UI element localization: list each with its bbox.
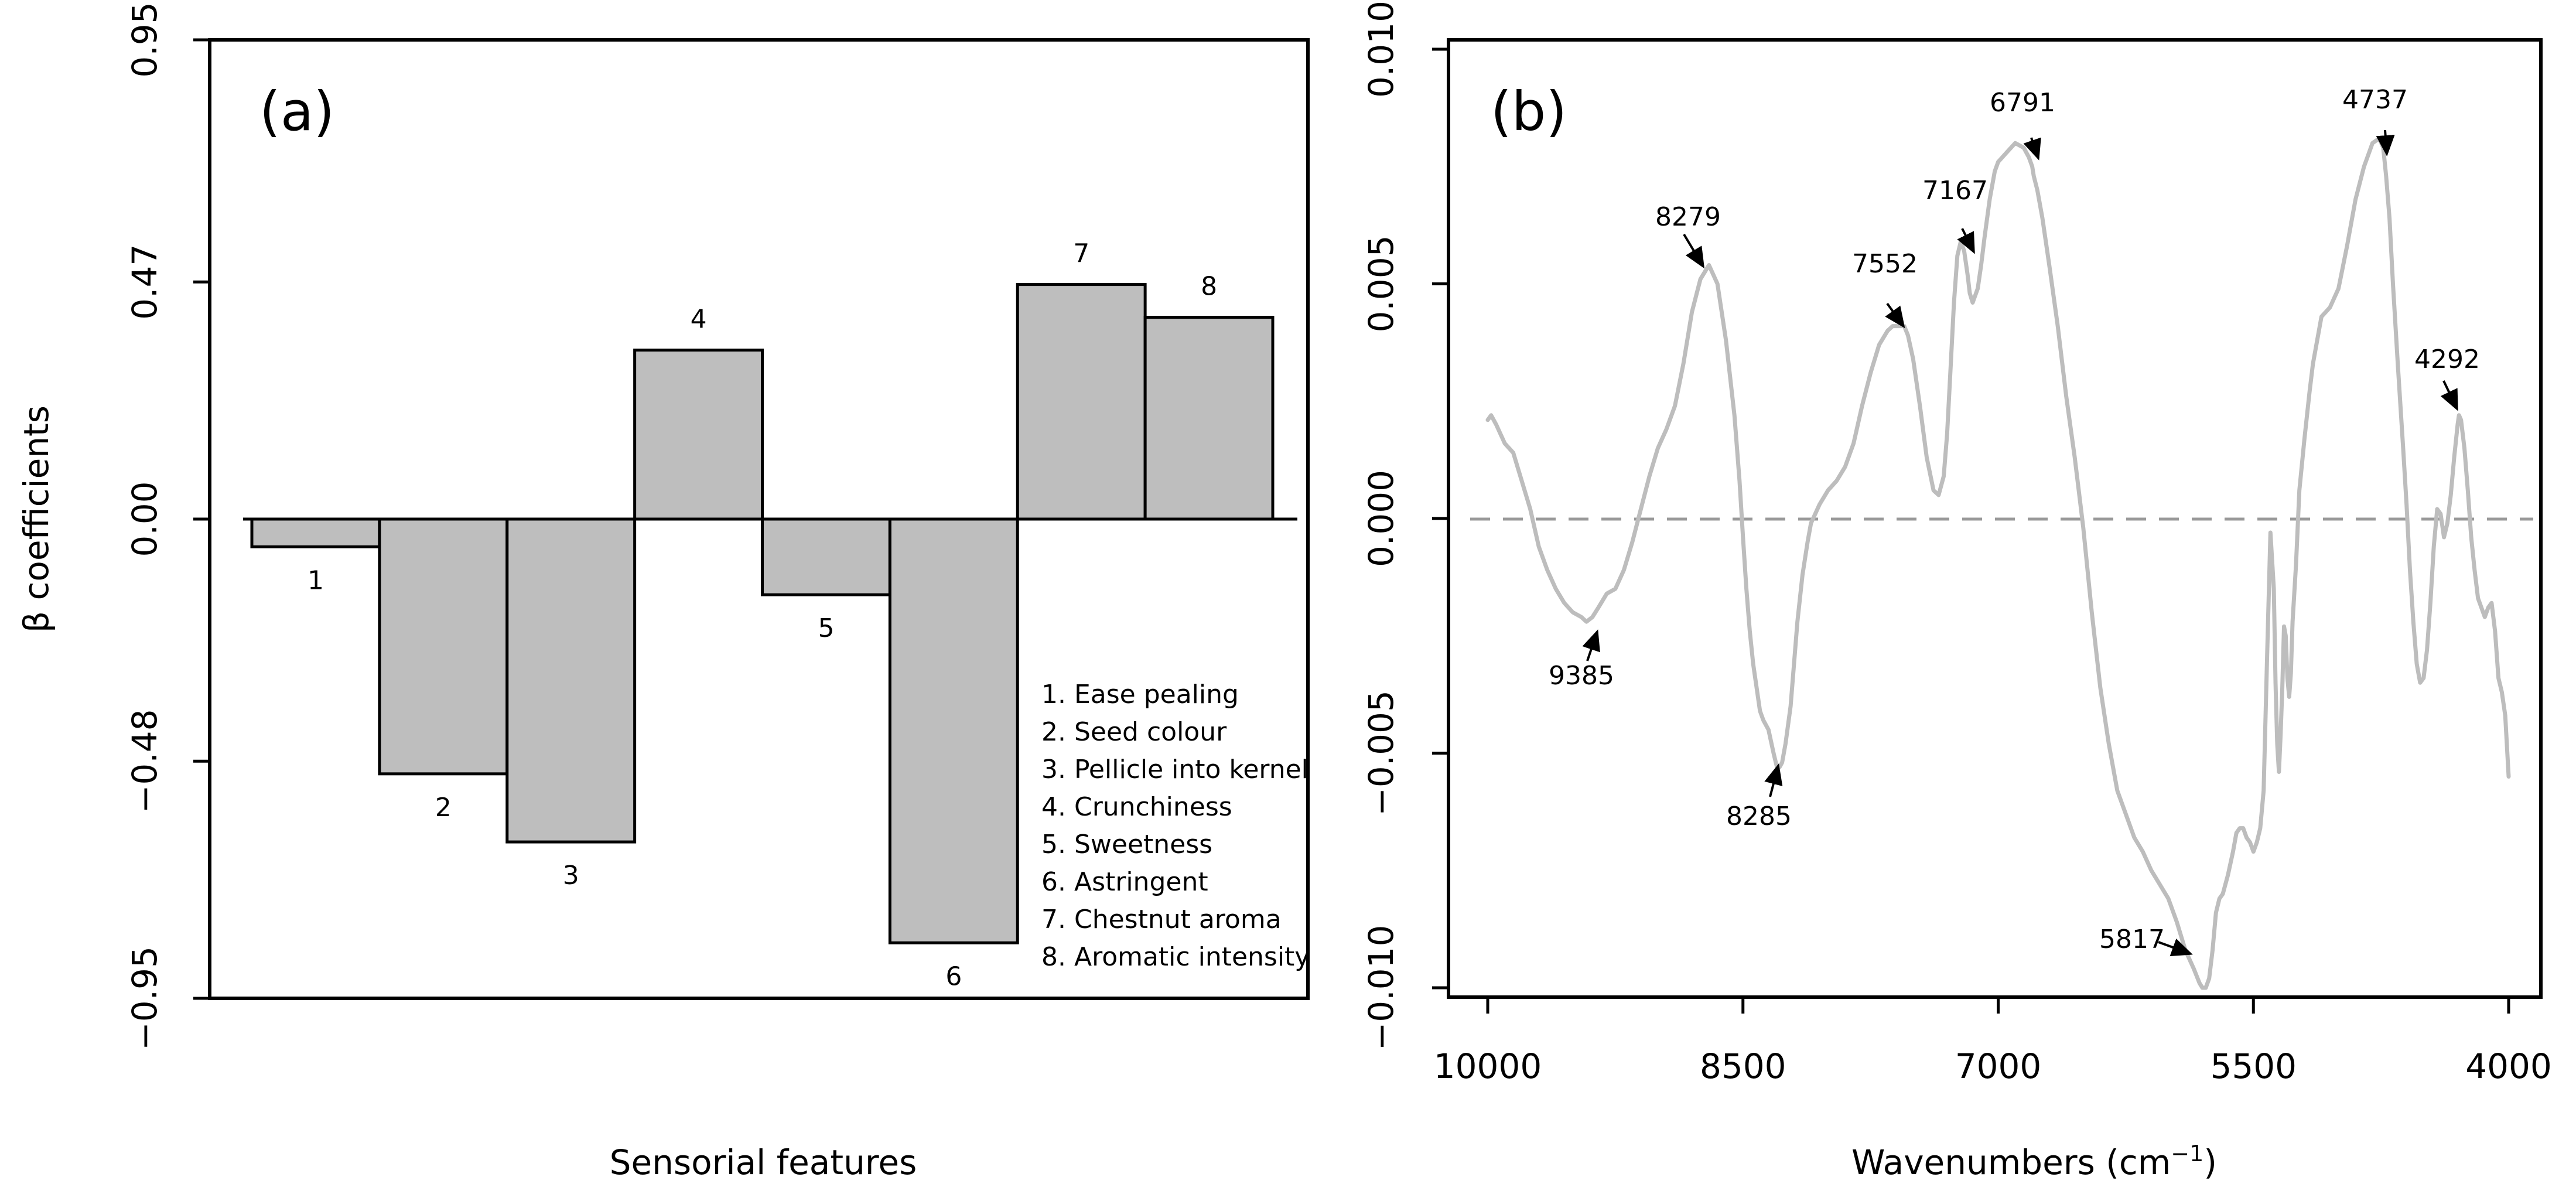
panel-b-annotation-5817: 5817 <box>2099 925 2165 954</box>
panel-a-legend-item: 7. Chestnut aroma <box>1041 905 1282 934</box>
panel-b-x-tick-label: 7000 <box>1955 1046 2042 1086</box>
panel-a-bar-8 <box>1143 316 1275 521</box>
panel-a-bar-label-8: 8 <box>1201 272 1217 302</box>
panel-b-x-tick-label: 8500 <box>1700 1046 1786 1086</box>
panel-a-bar-3 <box>505 517 637 844</box>
panel-a-y-tick-label: −0.48 <box>125 709 165 813</box>
panel-a-bar-7 <box>1016 283 1147 521</box>
panel-b-x-ticks: 10000 8500 7000 5500 4000 <box>1434 997 2552 1086</box>
panel-a-bars <box>250 283 1275 944</box>
panel-b-annotation-arrow-4292 <box>2440 380 2458 411</box>
panel-b-xlabel-sup: −1 <box>2171 1141 2203 1166</box>
panel-b-xlabel-end: ) <box>2203 1142 2217 1182</box>
panel-b-annotation-arrow-7167 <box>1957 228 1975 254</box>
panel-a-legend-item: 5. Sweetness <box>1041 830 1212 859</box>
panel-a-bar-label-3: 3 <box>563 861 579 891</box>
panel-b-annotation-arrow-6791 <box>2023 137 2041 161</box>
panel-b-annotation-4292: 4292 <box>2414 344 2480 374</box>
panel-b-y-tick-label: −0.005 <box>1361 690 1401 816</box>
panel-a-bar-labels: 1 2 3 4 5 6 7 8 <box>308 239 1217 992</box>
panel-a-legend: 1. Ease pealing 2. Seed colour 3. Pellicle… <box>1041 680 1310 972</box>
panel-b-annotation-7552: 7552 <box>1852 249 1918 279</box>
panel-b-annotation-arrow-4737 <box>2376 129 2395 156</box>
panel-a-legend-item: 1. Ease pealing <box>1041 680 1239 709</box>
panel-a-legend-item: 2. Seed colour <box>1041 717 1227 747</box>
panel-b-y-ticks: −0.010 −0.005 0.000 0.005 0.010 <box>1361 1 1448 1050</box>
panel-a-y-tick-label: −0.95 <box>125 946 165 1050</box>
panel-a-y-tick-label: 0.00 <box>125 481 165 557</box>
panel-b-x-tick-label: 10000 <box>1434 1046 1542 1086</box>
panel-b-annotation-7167: 7167 <box>1922 176 1988 206</box>
panel-a-bar-label-6: 6 <box>945 961 962 991</box>
panel-b-series <box>1485 136 2511 990</box>
panel-a-xlabel: Sensorial features <box>610 1142 917 1182</box>
panel-b-xlabel-main: Wavenumbers (cm <box>1851 1142 2171 1182</box>
panel-b-annotation-arrow-8285 <box>1764 763 1783 797</box>
panel-b-annotation-arrow-8279 <box>1683 233 1705 269</box>
panel-b-annotation-8285: 8285 <box>1726 801 1792 831</box>
panel-b-series-line <box>1485 136 2511 990</box>
panel-a-bar-label-7: 7 <box>1073 239 1089 269</box>
panel-b-y-tick-label: 0.000 <box>1361 470 1401 567</box>
panel-a-legend-item: 6. Astringent <box>1041 867 1208 897</box>
panel-a-label: (a) <box>259 80 334 143</box>
panel-a-bar-1 <box>250 517 381 548</box>
panel-b-annotations: 9385 8279 8285 7552 7167 6791 5817 4737 4292 <box>1549 85 2480 957</box>
panel-a-bar-2 <box>378 517 509 776</box>
panel-b-y-tick-label: −0.010 <box>1361 925 1401 1051</box>
panel-b-annotation-8279: 8279 <box>1655 202 1721 232</box>
panel-b-y-tick-label: 0.010 <box>1361 1 1401 98</box>
panel-b-annotation-arrow-7552 <box>1885 302 1905 329</box>
panel-a-bar-label-5: 5 <box>818 613 834 643</box>
panel-a-legend-item: 8. Aromatic intensity <box>1041 942 1310 972</box>
panel-b-annotation-arrow-9385 <box>1582 629 1600 661</box>
panel-b-annotation-9385: 9385 <box>1549 661 1614 691</box>
panel-a: (a) β coefficients Sensorial features −0… <box>16 2 1310 1182</box>
panel-b-label: (b) <box>1491 80 1567 143</box>
panel-a-legend-item: 3. Pellicle into kernel <box>1041 755 1309 784</box>
panel-a-legend-item: 4. Crunchiness <box>1041 792 1232 822</box>
panel-b: (b) Wavenumbers (cm−1) −0.010 −0.005 0.000… <box>1361 1 2552 1182</box>
panel-b-x-tick-label: 4000 <box>2465 1046 2552 1086</box>
panel-a-bar-4 <box>633 349 764 521</box>
panel-b-xlabel: Wavenumbers (cm−1) <box>1851 1141 2217 1182</box>
panel-b-x-tick-label: 5500 <box>2210 1046 2297 1086</box>
panel-a-bar-5 <box>761 517 891 596</box>
panel-a-bar-6 <box>888 517 1019 944</box>
panel-a-bar-label-2: 2 <box>435 793 452 823</box>
panel-a-y-ticks: −0.95 −0.48 0.00 0.47 0.95 <box>125 2 210 1050</box>
panel-b-annotation-4737: 4737 <box>2342 85 2408 115</box>
panel-a-bar-label-4: 4 <box>691 305 707 335</box>
panel-b-annotation-6791: 6791 <box>1990 88 2055 118</box>
panel-b-y-tick-label: 0.005 <box>1361 235 1401 332</box>
panel-b-annotation-arrow-5817 <box>2158 939 2193 957</box>
panel-a-ylabel: β coefficients <box>16 405 56 633</box>
panel-a-y-tick-label: 0.47 <box>125 244 165 320</box>
panel-a-bar-label-1: 1 <box>308 565 324 595</box>
panel-a-y-tick-label: 0.95 <box>125 2 165 77</box>
